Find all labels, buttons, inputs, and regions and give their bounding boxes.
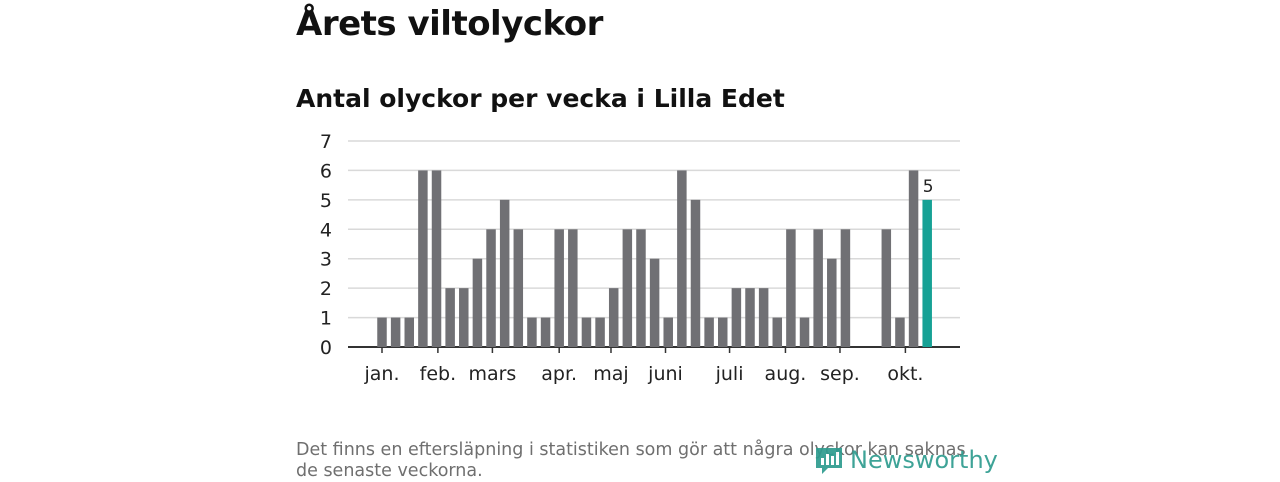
bar: [649, 258, 660, 347]
bar: [404, 317, 415, 347]
brand-name: Newsworthy: [850, 446, 998, 474]
y-tick-label: 5: [320, 190, 332, 212]
y-tick-label: 7: [320, 131, 332, 153]
data-labels: 5: [923, 177, 934, 197]
bar: [677, 170, 687, 347]
bars: [377, 170, 932, 347]
x-tick-label: maj: [593, 363, 628, 385]
bar: [704, 317, 714, 347]
bar: [540, 317, 551, 347]
bar: [799, 317, 810, 347]
y-tick-label: 2: [320, 278, 332, 300]
bar: [772, 317, 783, 347]
y-tick-label: 3: [320, 249, 332, 271]
bar: [840, 229, 851, 347]
x-tick-label: jan.: [363, 363, 399, 385]
bar: [431, 170, 442, 347]
bar: [813, 229, 823, 347]
bar: [377, 317, 387, 347]
bar: [513, 229, 524, 347]
bar: [418, 170, 428, 347]
page-title: Årets viltolyckor: [296, 4, 603, 44]
bar: [731, 288, 742, 347]
bar: [758, 288, 769, 347]
bar: [527, 317, 537, 347]
bar: [663, 317, 673, 347]
x-axis-ticks: jan. feb. mars apr. maj juni juli aug. sep. okt.: [363, 347, 923, 385]
x-tick-label: aug.: [765, 363, 807, 385]
bar: [445, 288, 455, 347]
x-tick-label: mars: [468, 363, 516, 385]
x-tick-label: sep.: [820, 363, 860, 385]
bar: [895, 317, 905, 347]
bar-chart: 0 1 2 3 4 5 6 7 5 jan. feb. mars apr. maj juni juli au…: [320, 131, 960, 385]
footnote: Det finns en eftersläpning i statistiken…: [296, 440, 966, 481]
bar: [622, 229, 633, 347]
bar: [881, 229, 892, 347]
bar-highlight: [922, 199, 932, 347]
bar: [636, 229, 646, 347]
bar: [718, 317, 728, 347]
highlight-value-label: 5: [923, 177, 934, 197]
bar: [486, 229, 496, 347]
bar: [827, 258, 837, 347]
bar: [568, 229, 578, 347]
x-tick-label: apr.: [541, 363, 577, 385]
bar: [459, 288, 469, 347]
bar: [581, 317, 592, 347]
bar: [786, 229, 796, 347]
brand-logo: Newsworthy: [814, 444, 998, 476]
x-tick-label: juli: [715, 363, 744, 385]
bar: [690, 199, 701, 347]
bar: [472, 258, 483, 347]
bar: [499, 199, 510, 347]
bar: [554, 229, 564, 347]
y-tick-label: 1: [320, 308, 332, 330]
y-axis-ticks: 0 1 2 3 4 5 6 7: [320, 131, 332, 359]
y-tick-label: 6: [320, 160, 332, 182]
newsworthy-logo-icon: [816, 448, 842, 474]
chart-subtitle: Antal olyckor per vecka i Lilla Edet: [296, 84, 785, 113]
bar: [908, 170, 919, 347]
y-tick-label: 4: [320, 219, 332, 241]
x-tick-label: juni: [647, 363, 683, 385]
x-tick-label: okt.: [887, 363, 923, 385]
bar: [745, 288, 755, 347]
y-tick-label: 0: [320, 337, 332, 359]
bar: [390, 317, 401, 347]
x-tick-label: feb.: [420, 363, 456, 385]
bar: [608, 288, 619, 347]
bar: [595, 317, 605, 347]
